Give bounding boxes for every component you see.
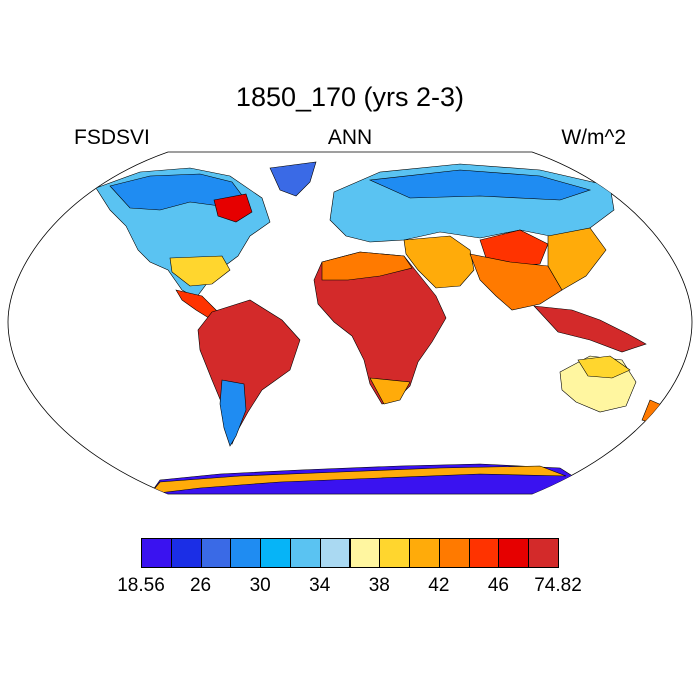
colorbar-swatch xyxy=(409,538,440,568)
colorbar-swatch xyxy=(319,538,351,568)
map-title: 1850_170 (yrs 2-3) xyxy=(235,82,465,112)
middle-east xyxy=(403,235,475,289)
colorbar-swatch xyxy=(170,538,202,568)
east-asia xyxy=(547,227,607,291)
us-south xyxy=(169,255,231,287)
colorbar-label: 18.56 xyxy=(117,575,165,596)
colorbar-swatch xyxy=(379,538,411,568)
colorbar-swatch xyxy=(438,538,470,568)
colorbar-label: 26 xyxy=(189,575,212,596)
indonesia xyxy=(533,305,647,353)
north-africa xyxy=(321,251,413,281)
colorbar-swatch xyxy=(230,538,262,568)
colorbar-swatch xyxy=(468,538,500,568)
colorbar-label: 46 xyxy=(487,575,509,596)
eurasia-far-north xyxy=(368,169,592,201)
greenland xyxy=(269,161,317,197)
south-africa xyxy=(369,377,411,405)
colorbar-swatch xyxy=(260,538,291,568)
australia-north xyxy=(577,355,631,379)
season-label: ANN xyxy=(327,126,373,149)
colorbar-swatch xyxy=(528,538,559,568)
colorbar-label: 42 xyxy=(428,575,450,596)
colorbar-label: 38 xyxy=(368,575,390,596)
colorbar-label: 30 xyxy=(249,575,271,596)
colorbar-swatch xyxy=(200,538,232,568)
units-label: W/m^2 xyxy=(561,126,626,149)
colorbar-swatch xyxy=(289,538,321,568)
colorbar-label: 34 xyxy=(309,575,331,596)
south-asia xyxy=(469,253,563,311)
colorbar-swatch xyxy=(349,538,381,568)
colorbar-swatch xyxy=(141,538,172,568)
south-america-south xyxy=(219,379,247,447)
antarctica-coast xyxy=(149,465,567,494)
hudson-region xyxy=(213,193,253,223)
variable-label: FSDSVI xyxy=(74,126,150,149)
colorbar-label: 74.82 xyxy=(534,575,582,596)
colorbar-swatch xyxy=(498,538,530,568)
